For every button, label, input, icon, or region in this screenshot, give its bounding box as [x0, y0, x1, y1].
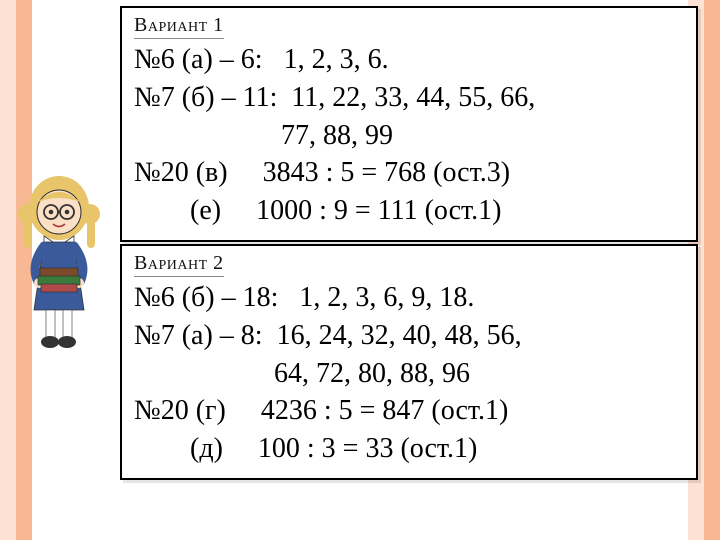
variant-1-line: (е) 1000 : 9 = 111 (ост.1) [134, 192, 684, 230]
variant-2-line: №6 (б) – 18: 1, 2, 3, 6, 9, 18. [134, 279, 684, 317]
variant-1-line: №20 (в) 3843 : 5 = 768 (ост.3) [134, 154, 684, 192]
variant-2-line: №20 (г) 4236 : 5 = 847 (ост.1) [134, 392, 684, 430]
girl-clipart [12, 170, 107, 355]
variant-1-line: №7 (б) – 11: 11, 22, 33, 44, 55, 66, [134, 79, 684, 117]
variant-2-box: Вариант 2 №6 (б) – 18: 1, 2, 3, 6, 9, 18… [120, 244, 698, 480]
variant-1-line: 77, 88, 99 [134, 117, 684, 155]
variant-2-title: Вариант 2 [134, 252, 224, 277]
variant-2-line: (д) 100 : 3 = 33 (ост.1) [134, 430, 684, 468]
content-area: Вариант 1 №6 (а) – 6: 1, 2, 3, 6. №7 (б)… [120, 6, 698, 482]
variant-1-line: №6 (а) – 6: 1, 2, 3, 6. [134, 41, 684, 79]
variant-1-box: Вариант 1 №6 (а) – 6: 1, 2, 3, 6. №7 (б)… [120, 6, 698, 242]
stripe-right-2 [704, 0, 720, 540]
variant-2-line: №7 (а) – 8: 16, 24, 32, 40, 48, 56, [134, 317, 684, 355]
variant-2-line: 64, 72, 80, 88, 96 [134, 355, 684, 393]
variant-1-title: Вариант 1 [134, 14, 224, 39]
